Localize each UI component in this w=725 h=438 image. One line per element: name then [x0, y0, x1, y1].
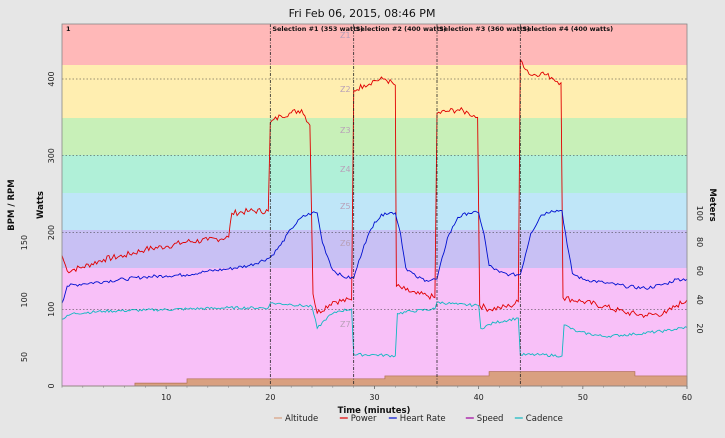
zone-label: Z3 [340, 126, 351, 135]
reference-lines [62, 78, 687, 310]
y-tick-label: 0 [47, 383, 56, 388]
zone-band [62, 24, 687, 65]
x-tick-label: 10 [161, 393, 171, 402]
zone-band [62, 230, 687, 268]
y-tick-label: 60 [695, 266, 704, 276]
corner-label: 1 [66, 25, 71, 33]
zone-label: Z7 [340, 320, 351, 329]
selection-label: Selection #2 (400 watts) [356, 25, 447, 33]
zone-label: Z4 [340, 165, 351, 174]
y-tick-label: 40 [695, 295, 704, 305]
y-tick-label: 150 [20, 235, 29, 250]
series-cadence [61, 301, 688, 358]
x-tick-label: 50 [578, 393, 588, 402]
x-tick-label: 40 [474, 393, 484, 402]
x-tick-label: 20 [265, 393, 275, 402]
legend-item: Speed [477, 414, 504, 424]
selections: Selection #1 (353 watts)Selection #2 (40… [269, 24, 613, 386]
y-tick-label: 80 [695, 237, 704, 247]
zone-band [62, 118, 687, 155]
y-tick-label: 400 [47, 71, 56, 86]
y-tick-label: 300 [47, 148, 56, 163]
y-axis-bpm-rpm: 50 100 150 [20, 235, 29, 362]
y-axis-meters: 20 40 60 80 100 [695, 206, 704, 334]
y-tick-label: 200 [47, 225, 56, 240]
x-axis-label: Time (minutes) [338, 406, 411, 416]
y-tick-label: 20 [695, 323, 704, 333]
y-axis-watts: 0 100 200 300 400 [47, 71, 56, 388]
zone-labels: Z1 Z2 Z3 Z4 Z5 Z6 Z7 [340, 31, 351, 329]
selection-label: Selection #1 (353 watts) [272, 25, 363, 33]
series-power [61, 58, 688, 319]
y-axis-label-bpm-rpm: BPM / RPM [7, 179, 17, 230]
y-tick-label: 100 [20, 292, 29, 307]
y-tick-label: 100 [47, 302, 56, 317]
legend: Altitude Power Heart Rate Speed Cadence [274, 414, 563, 424]
power-zones [62, 24, 687, 386]
zone-label: Z6 [340, 239, 351, 248]
selection-label: Selection #3 (360 watts) [439, 25, 530, 33]
zone-band [62, 268, 687, 386]
y-axis-label-meters: Meters [707, 188, 717, 221]
series-heart-rate [61, 209, 688, 304]
selection-label: Selection #4 (400 watts) [522, 25, 613, 33]
zone-label: Z1 [340, 31, 351, 40]
zone-band [62, 65, 687, 118]
zone-band [62, 193, 687, 230]
legend-item: Power [351, 414, 377, 424]
zone-label: Z2 [340, 85, 351, 94]
zone-label: Z5 [340, 202, 351, 211]
legend-item: Altitude [285, 414, 318, 424]
y-tick-label: 50 [20, 352, 29, 362]
y-axis-label-watts: Watts [36, 191, 46, 219]
zone-band [62, 155, 687, 193]
legend-item: Cadence [526, 414, 563, 424]
x-tick-label: 60 [682, 393, 692, 402]
x-axis: 10 20 30 40 50 60 [61, 386, 692, 402]
x-tick-label: 30 [369, 393, 379, 402]
legend-item: Heart Rate [400, 414, 446, 424]
chart-title: Fri Feb 06, 2015, 08:46 PM [289, 7, 436, 20]
y-tick-label: 100 [695, 206, 704, 221]
